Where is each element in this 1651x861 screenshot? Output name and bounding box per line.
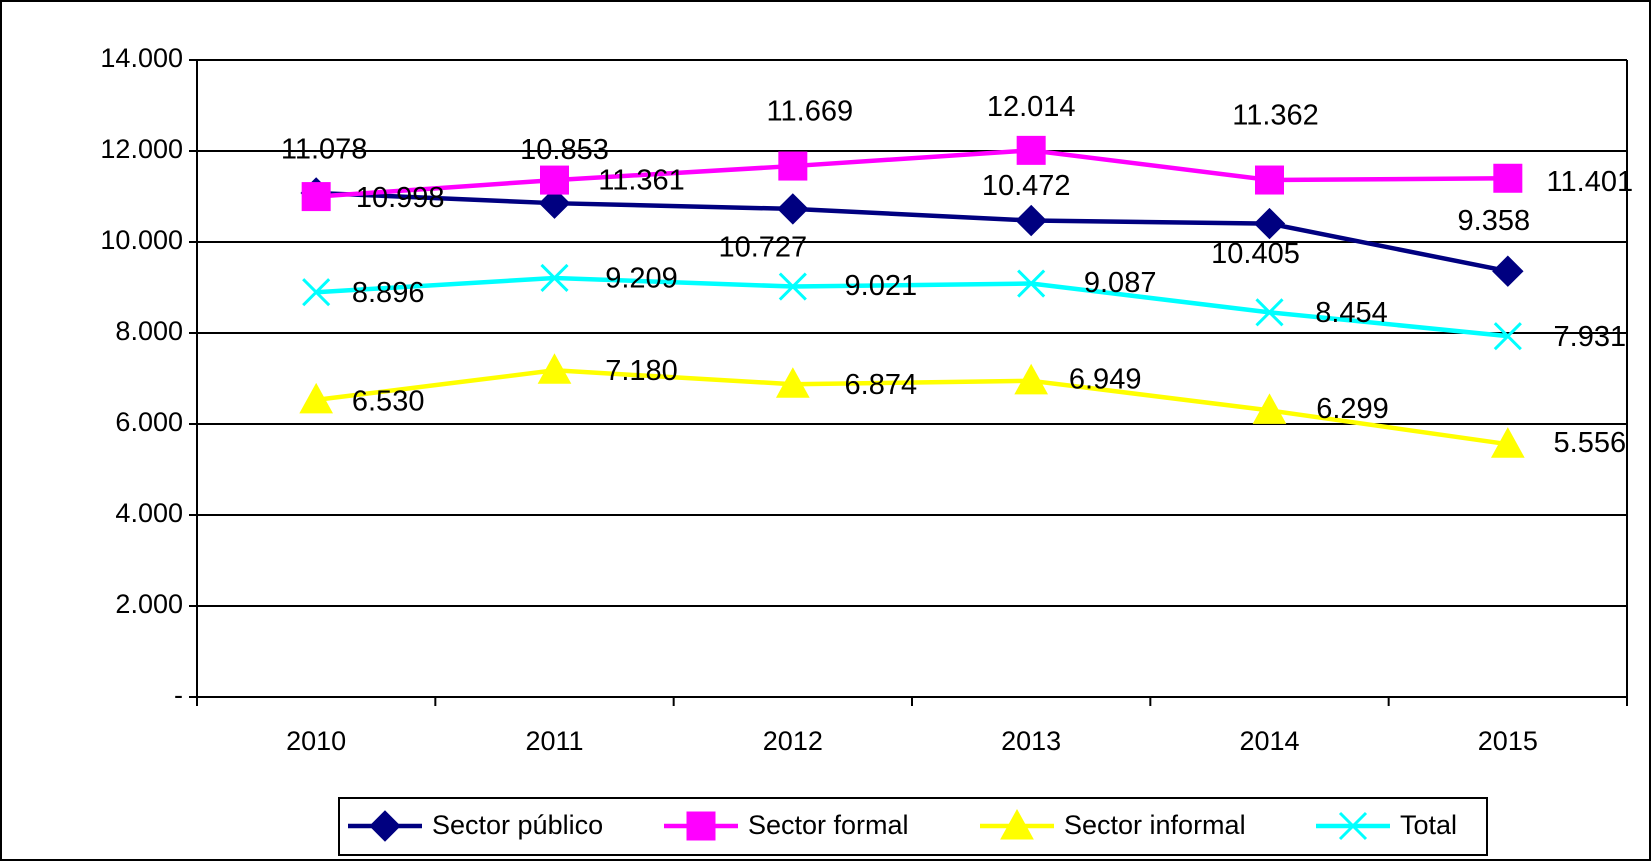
marker: [1492, 255, 1524, 287]
legend-marker: [369, 810, 401, 842]
marker: [777, 193, 809, 225]
data-label: 9.358: [1458, 205, 1531, 237]
data-label: 11.362: [1232, 100, 1319, 132]
y-tick-label: 10.000: [100, 225, 183, 255]
legend-marker: [686, 811, 716, 841]
series-line: [316, 275, 1509, 339]
legend-label: Total: [1400, 810, 1457, 840]
data-label: 9.021: [845, 270, 918, 302]
marker: [778, 151, 808, 181]
legend-box: [338, 797, 1488, 856]
data-label: 6.874: [845, 369, 918, 401]
marker: [1016, 135, 1046, 165]
y-tick-label: 14.000: [100, 43, 183, 73]
data-label: 6.949: [1069, 363, 1142, 395]
data-label: 5.556: [1554, 427, 1627, 459]
data-label: 10.472: [982, 170, 1071, 202]
marker: [540, 165, 569, 195]
y-tick-label: 4.000: [115, 498, 183, 528]
y-tick-label: 12.000: [100, 134, 183, 164]
data-label: 8.454: [1315, 297, 1388, 329]
marker: [1255, 298, 1284, 327]
marker: [537, 353, 572, 384]
marker: [1493, 163, 1523, 193]
x-tick-label: 2011: [525, 726, 583, 756]
data-label: 7.931: [1554, 321, 1627, 353]
marker: [301, 182, 331, 212]
data-label: 10.853: [520, 134, 609, 166]
marker: [1490, 427, 1525, 458]
marker: [1493, 322, 1522, 351]
marker: [538, 187, 571, 219]
legend-marker: [1000, 808, 1034, 840]
y-tick-label: 6.000: [115, 407, 183, 437]
data-label: 10.998: [356, 182, 445, 214]
marker: [1252, 393, 1287, 424]
marker: [1014, 363, 1049, 395]
data-label: 11.401: [1547, 166, 1634, 198]
marker: [1017, 269, 1046, 298]
marker: [775, 367, 810, 398]
marker: [778, 272, 807, 301]
data-label: 11.669: [767, 96, 854, 128]
data-label: 6.299: [1316, 393, 1389, 425]
marker: [302, 278, 331, 307]
data-label: 9.209: [605, 263, 678, 295]
y-tick-label: 2.000: [115, 589, 183, 619]
data-label: 6.530: [352, 386, 425, 418]
data-label: 11.361: [598, 165, 685, 197]
data-label: 10.405: [1211, 238, 1300, 270]
series-line: [316, 148, 1508, 199]
legend-label: Sector formal: [748, 810, 909, 840]
y-tick-label: 8.000: [115, 316, 183, 346]
y-tick-label: -: [174, 680, 183, 710]
x-tick-label: 2014: [1239, 726, 1299, 756]
data-label: 10.727: [718, 232, 807, 264]
marker: [540, 263, 569, 293]
data-label: 12.014: [987, 91, 1076, 123]
series-line: [315, 368, 1509, 447]
series-line: [316, 190, 1509, 274]
data-label: 9.087: [1084, 267, 1157, 299]
x-tick-label: 2010: [286, 726, 346, 756]
marker: [1255, 165, 1284, 195]
marker: [299, 382, 334, 414]
data-label: 8.896: [352, 277, 425, 309]
legend: Sector público Sector formal Sector inform…: [338, 797, 1488, 856]
legend-marker: [1338, 811, 1368, 841]
legend-label: Sector informal: [1064, 810, 1246, 840]
legend-label: Sector público: [432, 810, 603, 840]
x-tick-label: 2012: [763, 726, 823, 756]
x-tick-label: 2013: [1001, 726, 1061, 756]
data-label: 11.078: [281, 134, 368, 166]
marker: [1253, 207, 1286, 240]
marker: [1015, 204, 1047, 237]
data-label: 7.180: [605, 355, 678, 387]
x-tick-label: 2015: [1478, 726, 1538, 756]
